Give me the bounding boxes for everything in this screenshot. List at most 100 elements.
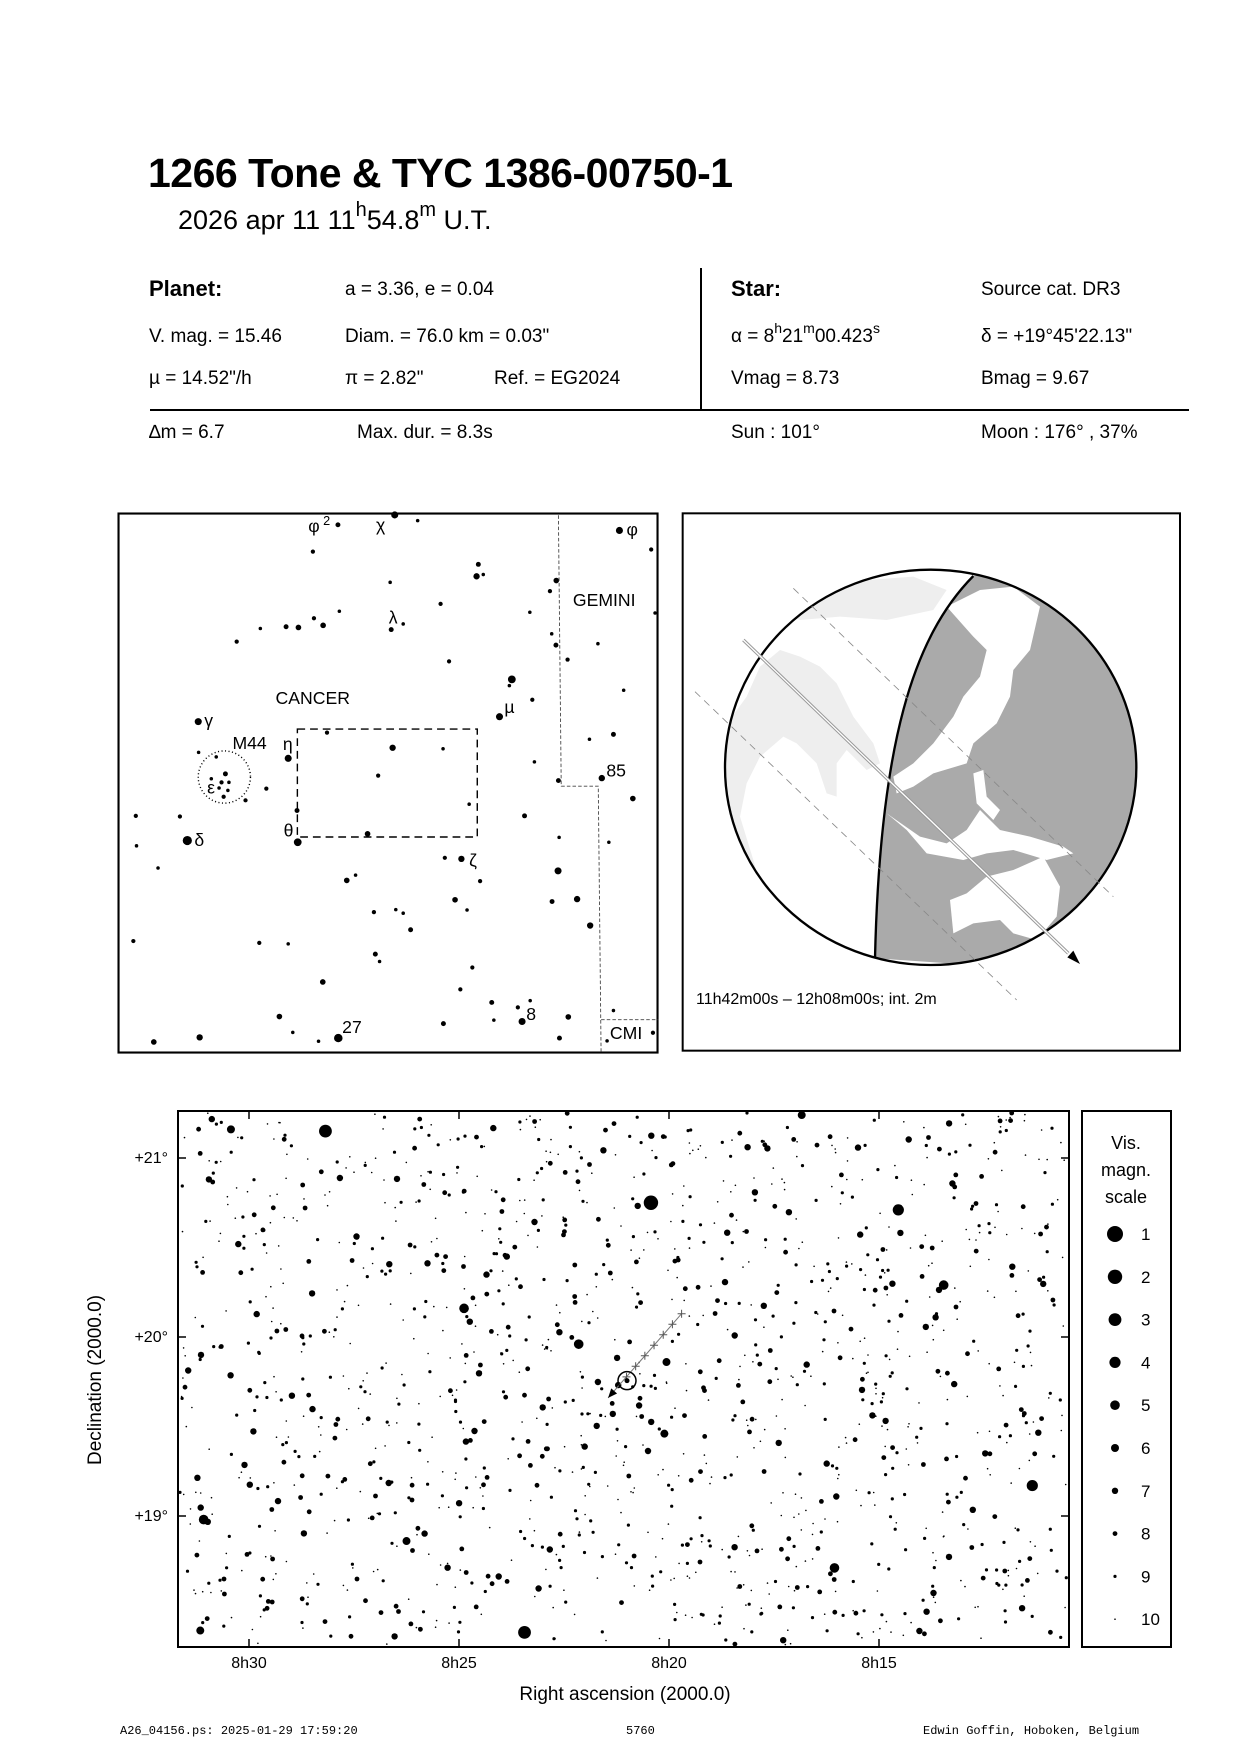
field-star <box>919 1274 925 1279</box>
field-star <box>932 1566 936 1570</box>
field-star <box>195 1491 197 1494</box>
field-star <box>340 1480 344 1484</box>
field-star <box>826 1262 830 1266</box>
field-star <box>205 1176 213 1183</box>
field-star <box>490 1124 497 1132</box>
field-star <box>739 1365 741 1368</box>
planet-label: Planet: <box>149 276 223 301</box>
field-star <box>285 1420 288 1422</box>
field-star <box>361 1423 364 1425</box>
field-star <box>676 1611 678 1614</box>
field-star <box>642 1444 644 1446</box>
field-star <box>785 1209 793 1216</box>
finder-star <box>293 838 302 847</box>
field-star <box>322 1328 327 1334</box>
field-star <box>427 1461 429 1463</box>
field-star <box>729 1154 733 1158</box>
finder-star <box>650 1030 656 1035</box>
field-star <box>1002 1588 1004 1591</box>
field-star <box>265 1599 271 1604</box>
field-star <box>677 1332 681 1336</box>
field-star <box>578 1531 581 1533</box>
x-axis-label: Right ascension (2000.0) <box>519 1684 730 1705</box>
field-star <box>921 1598 925 1602</box>
field-star <box>363 1598 368 1604</box>
field-star <box>269 1195 271 1197</box>
field-star <box>335 1416 341 1422</box>
field-star <box>536 1246 539 1248</box>
field-star <box>369 1515 375 1521</box>
field-star <box>1002 1540 1006 1544</box>
field-star <box>781 1398 783 1401</box>
path-time-mark <box>668 1320 677 1329</box>
field-star <box>928 1296 931 1298</box>
field-star <box>572 1300 578 1305</box>
finder-star <box>556 1035 562 1041</box>
field-star <box>810 1375 812 1377</box>
field-star <box>264 1605 270 1611</box>
field-star <box>346 1518 350 1522</box>
finder-star <box>587 737 592 742</box>
field-star <box>212 1345 216 1349</box>
legend-dot <box>1108 1313 1122 1326</box>
finder-star <box>364 831 371 837</box>
field-star <box>619 1600 624 1605</box>
field-star <box>257 1642 259 1645</box>
field-star <box>662 1468 664 1471</box>
field-star <box>470 1581 474 1585</box>
field-star <box>421 1530 428 1537</box>
field-star <box>555 1304 558 1306</box>
field-star <box>722 1180 725 1182</box>
field-star <box>987 1222 991 1226</box>
sun-elongation: Sun : 101° <box>731 422 820 443</box>
field-star <box>379 1476 383 1480</box>
field-star <box>787 1629 789 1631</box>
field-star <box>424 1260 431 1267</box>
finder-star <box>481 572 486 577</box>
field-star <box>319 1416 323 1420</box>
field-star <box>888 1226 890 1228</box>
field-star <box>1021 1227 1023 1230</box>
field-star <box>273 1375 275 1378</box>
field-star <box>886 1294 888 1296</box>
y-tick-label: +21° <box>134 1150 168 1167</box>
field-star <box>998 1435 1002 1439</box>
field-star <box>417 1199 421 1203</box>
label-theta: θ <box>284 821 294 841</box>
field-star <box>593 1422 600 1430</box>
field-star <box>801 1241 804 1243</box>
planet-diam: Diam. = 76.0 km = 0.03" <box>345 326 550 347</box>
field-star <box>1015 1567 1018 1570</box>
field-star <box>631 1235 636 1239</box>
finder-star <box>134 844 139 848</box>
field-star <box>653 1386 658 1390</box>
field-star <box>761 1469 767 1474</box>
field-star <box>627 1339 632 1345</box>
field-star <box>713 1623 716 1625</box>
field-star <box>932 1338 935 1341</box>
field-star <box>517 1177 521 1182</box>
field-star <box>615 1427 619 1431</box>
field-star <box>925 1527 927 1530</box>
field-star <box>514 1277 518 1281</box>
field-star <box>635 1402 643 1409</box>
field-star <box>819 1530 823 1534</box>
chart-frame <box>177 1110 1070 1648</box>
path-time-range: 11h42m00s – 12h08m00s; int. 2m <box>696 991 937 1008</box>
finder-star <box>196 1034 203 1041</box>
field-star <box>596 1216 601 1222</box>
field-star <box>744 1144 751 1151</box>
field-star <box>458 1420 463 1424</box>
field-star <box>831 1577 837 1582</box>
finder-star <box>438 601 443 606</box>
field-star <box>326 1204 329 1207</box>
field-star <box>260 1227 266 1233</box>
field-star <box>890 1631 892 1633</box>
finder-star <box>557 835 561 840</box>
field-star <box>534 1126 537 1128</box>
field-star <box>982 1450 989 1457</box>
finder-star <box>653 611 657 615</box>
field-star <box>742 1230 745 1233</box>
field-star <box>846 1178 848 1181</box>
field-star <box>716 1358 722 1364</box>
